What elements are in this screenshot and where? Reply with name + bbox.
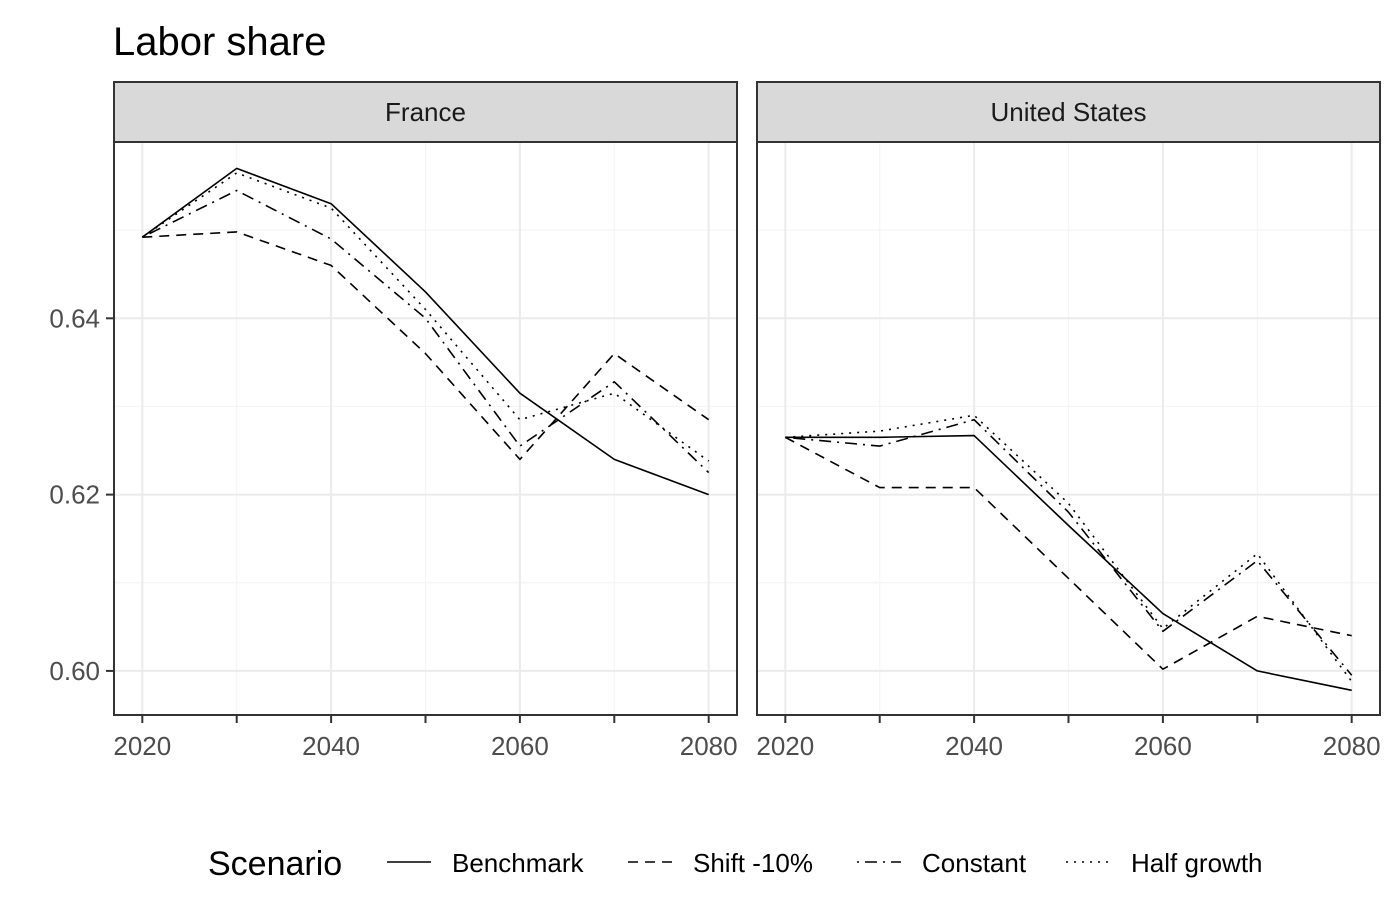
x-tick-label: 2060: [1134, 731, 1192, 761]
series-line-shift-10: [142, 231, 710, 461]
series-line-half-growth: [141, 172, 710, 462]
y-tick-label: 0.64: [49, 303, 100, 333]
x-tick-label: 2080: [1323, 731, 1381, 761]
y-tick-label: 0.60: [49, 656, 100, 686]
series-line-shift-10: [784, 436, 1352, 671]
facet-panel-2: United States 2020 2040 2060 2080: [756, 81, 1381, 761]
legend-label: Shift -10%: [693, 848, 813, 878]
chart-title: Labor share: [113, 20, 326, 64]
legend: Scenario Benchmark Shift -10% Constant Half…: [208, 845, 1263, 883]
series-line-benchmark: [785, 434, 1352, 692]
legend-title: Scenario: [208, 845, 342, 883]
series-line-benchmark: [141, 167, 709, 496]
x-tick-label: 2020: [756, 731, 814, 761]
y-tick-label: 0.62: [49, 480, 100, 510]
facet-panels: France 2020 2040 2060 2080 United States 2020 2…: [113, 81, 1381, 761]
x-tick-label: 2040: [302, 731, 360, 761]
x-tick-label: 2040: [945, 731, 1003, 761]
series-line-constant: [141, 189, 710, 474]
legend-entry: Benchmark: [387, 848, 584, 878]
x-tick-label: 2060: [491, 731, 549, 761]
legend-entry: Half growth: [1066, 848, 1263, 878]
facet-label: United States: [990, 97, 1146, 127]
legend-label: Benchmark: [452, 848, 584, 878]
legend-entries: Benchmark Shift -10% Constant Half growth: [387, 848, 1263, 878]
x-tick-label: 2080: [680, 731, 738, 761]
x-tick-label: 2020: [113, 731, 171, 761]
facet-strip: [113, 81, 738, 143]
legend-label: Constant: [922, 848, 1027, 878]
y-axis: 0.60 0.62 0.64: [49, 303, 114, 686]
series-line-constant: [785, 418, 1353, 676]
facet-panel-1: France 2020 2040 2060 2080: [113, 81, 738, 761]
legend-entry: Constant: [857, 848, 1027, 878]
facet-strip: [756, 81, 1381, 143]
legend-label: Half growth: [1131, 848, 1263, 878]
facet-label: France: [385, 97, 466, 127]
legend-entry: Shift -10%: [628, 848, 813, 878]
